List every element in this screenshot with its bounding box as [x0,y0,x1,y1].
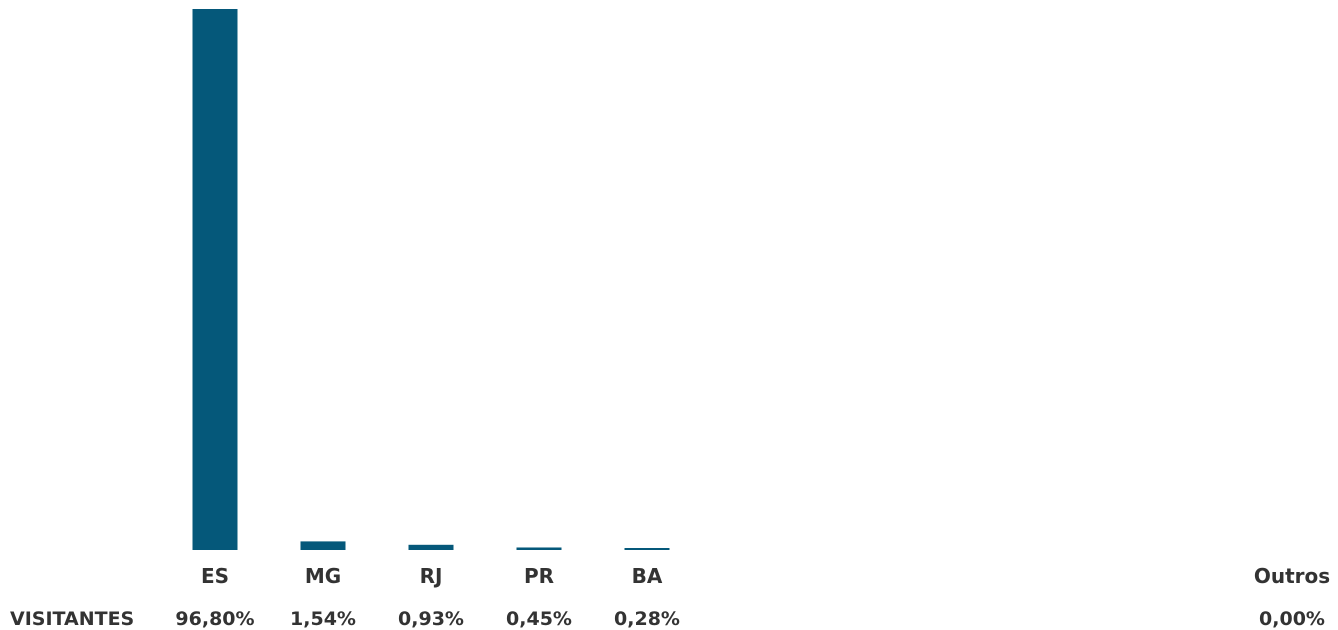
value-label-outros: 0,00% [1259,608,1325,630]
value-labels-group: 96,80% 1,54% 0,93% 0,45% 0,28% 0,00% [175,608,1325,630]
category-label-rj: RJ [420,564,443,588]
value-label-es: 96,80% [175,608,254,630]
category-label-pr: PR [524,564,554,588]
bars-group [192,9,670,550]
bar-es [192,9,238,550]
table-row-label: VISITANTES [10,608,134,630]
bar-ba [624,548,670,550]
value-label-rj: 0,93% [398,608,464,630]
value-label-ba: 0,28% [614,608,680,630]
value-label-pr: 0,45% [506,608,572,630]
bar-mg [300,541,346,550]
category-label-outros: Outros [1254,564,1330,588]
category-labels-group: ES MG RJ PR BA Outros [201,564,1330,588]
category-label-mg: MG [305,564,341,588]
bar-pr [516,547,562,550]
category-label-ba: BA [632,564,663,588]
value-label-mg: 1,54% [290,608,356,630]
category-label-es: ES [201,564,229,588]
bar-rj [408,544,454,550]
